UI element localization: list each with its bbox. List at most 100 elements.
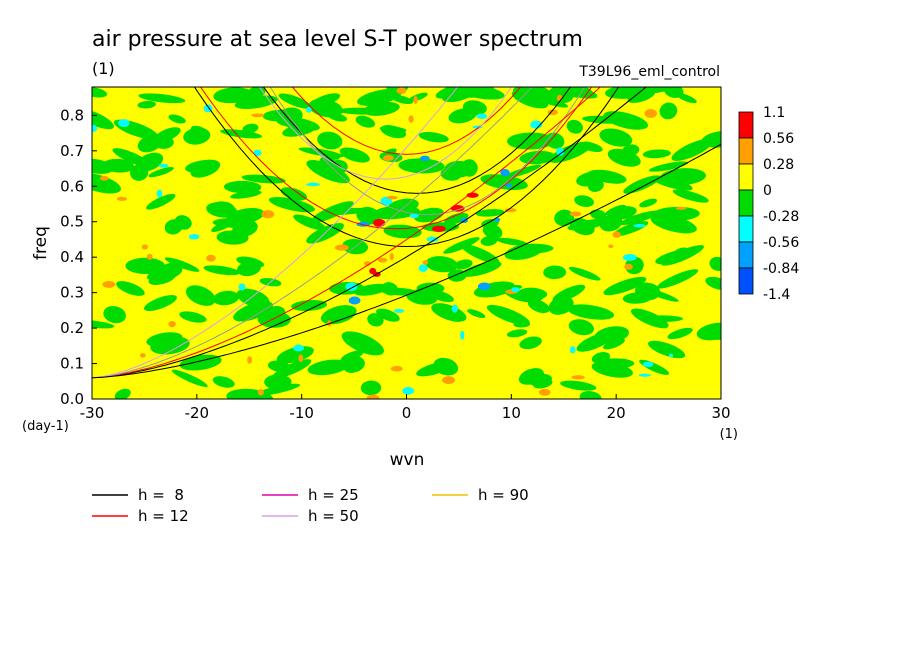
contour-patch [310,93,341,108]
dispersion-curve [269,87,586,216]
contour-patch [146,253,153,260]
contour-patch [705,276,721,291]
contour-patch [467,309,486,318]
contour-patch [624,263,633,270]
contour-patch [462,100,487,116]
contour-patch [356,206,381,225]
contour-patch [382,155,394,162]
contour-patch [569,211,582,217]
y-axis-units: (day-1) [22,419,69,434]
contour-patch [212,201,235,214]
colorbar-swatch [738,241,754,269]
contour-patch [475,209,505,217]
contour-patch [408,115,414,123]
dispersion-curve [199,87,593,230]
contour-patch [213,87,253,104]
contour-patch [345,282,358,292]
contour-patch [116,281,145,296]
contour-patch [574,195,594,207]
contour-patch [648,161,689,172]
contour-patch [639,198,658,208]
contour-patch [387,198,419,215]
dispersion-curve [193,87,620,248]
contour-patch [363,101,400,116]
contour-patch [538,388,551,396]
contour-patch [461,261,502,277]
contour-patch [386,195,398,200]
contour-patch [212,376,235,388]
contour-patch [420,155,430,162]
contour-patch [143,295,177,311]
colorbar-swatch [738,137,754,165]
contour-patch [579,391,602,399]
plot-area [91,86,722,400]
contour-patch [92,172,121,194]
contour-patch [307,359,349,376]
y-tick-label: 0.4 [60,248,84,266]
y-tick-label: 0.7 [60,142,84,160]
contour-patch [623,87,671,95]
contour-patch [599,128,633,147]
contour-patch [154,136,174,149]
colorbar-label: -0.84 [763,261,799,277]
contour-patch [188,234,200,240]
contour-patch [306,182,320,187]
contour-patch [373,218,386,227]
contour-patch [366,394,380,399]
contour-patch [402,387,415,395]
contour-patch [261,210,275,219]
contour-patch [587,179,604,192]
contour-patch [171,369,208,387]
contour-patch [326,159,348,176]
contour-patch [185,285,216,306]
contour-patch [339,147,370,163]
contour-patch [179,311,207,323]
colorbar-swatch [738,163,754,191]
x-tick-label: 30 [711,404,730,422]
contour-patch [377,257,388,263]
contour-patch [118,119,130,127]
contour-patch [103,305,126,324]
contour-patch [137,134,162,153]
contour-patch [190,125,211,138]
contour-patch [443,237,480,254]
contour-patch [676,93,697,104]
contour-patch [342,356,361,373]
x-axis-label: wvn [390,450,425,470]
contour-patch [504,208,517,213]
contour-patch [334,244,349,251]
contour-patch [622,292,652,304]
colorbar: 1.1 0.56 0.28 0 -0.28 -0.56 -0.84 -1.4 [738,105,799,303]
contour-patch [280,187,308,201]
legend-label: h = 8 [138,486,184,504]
contour-patch [504,243,543,260]
contour-patch [276,346,314,364]
y-tick-label: 0.0 [60,390,84,408]
contour-patch [601,176,622,184]
contour-patch [146,193,176,210]
contour-patch [622,254,637,261]
contour-patch [556,147,565,156]
contour-patch [567,218,608,231]
contour-patch [92,108,115,130]
colorbar-label: 1.1 [763,105,785,121]
contour-patch [380,125,407,139]
contour-patch [360,380,382,396]
contour-patch [560,380,597,391]
x-tick-label: -20 [185,404,210,422]
chart-units: (1) [92,59,115,78]
contour-patch [603,111,649,130]
x-tick-label: 0 [402,404,412,422]
contour-patch [355,115,376,128]
contour-patch [99,175,109,181]
contour-patch [278,93,312,109]
contour-patch [638,373,651,377]
contour-patch [257,388,264,396]
run-label: T39L96_eml_control [578,64,720,80]
y-tick-label: 0.6 [60,177,84,195]
contour-patch [602,338,625,350]
contour-patch [477,282,491,291]
contour-patch [709,256,721,271]
contour-patch [348,296,361,305]
contour-patch [141,244,149,250]
